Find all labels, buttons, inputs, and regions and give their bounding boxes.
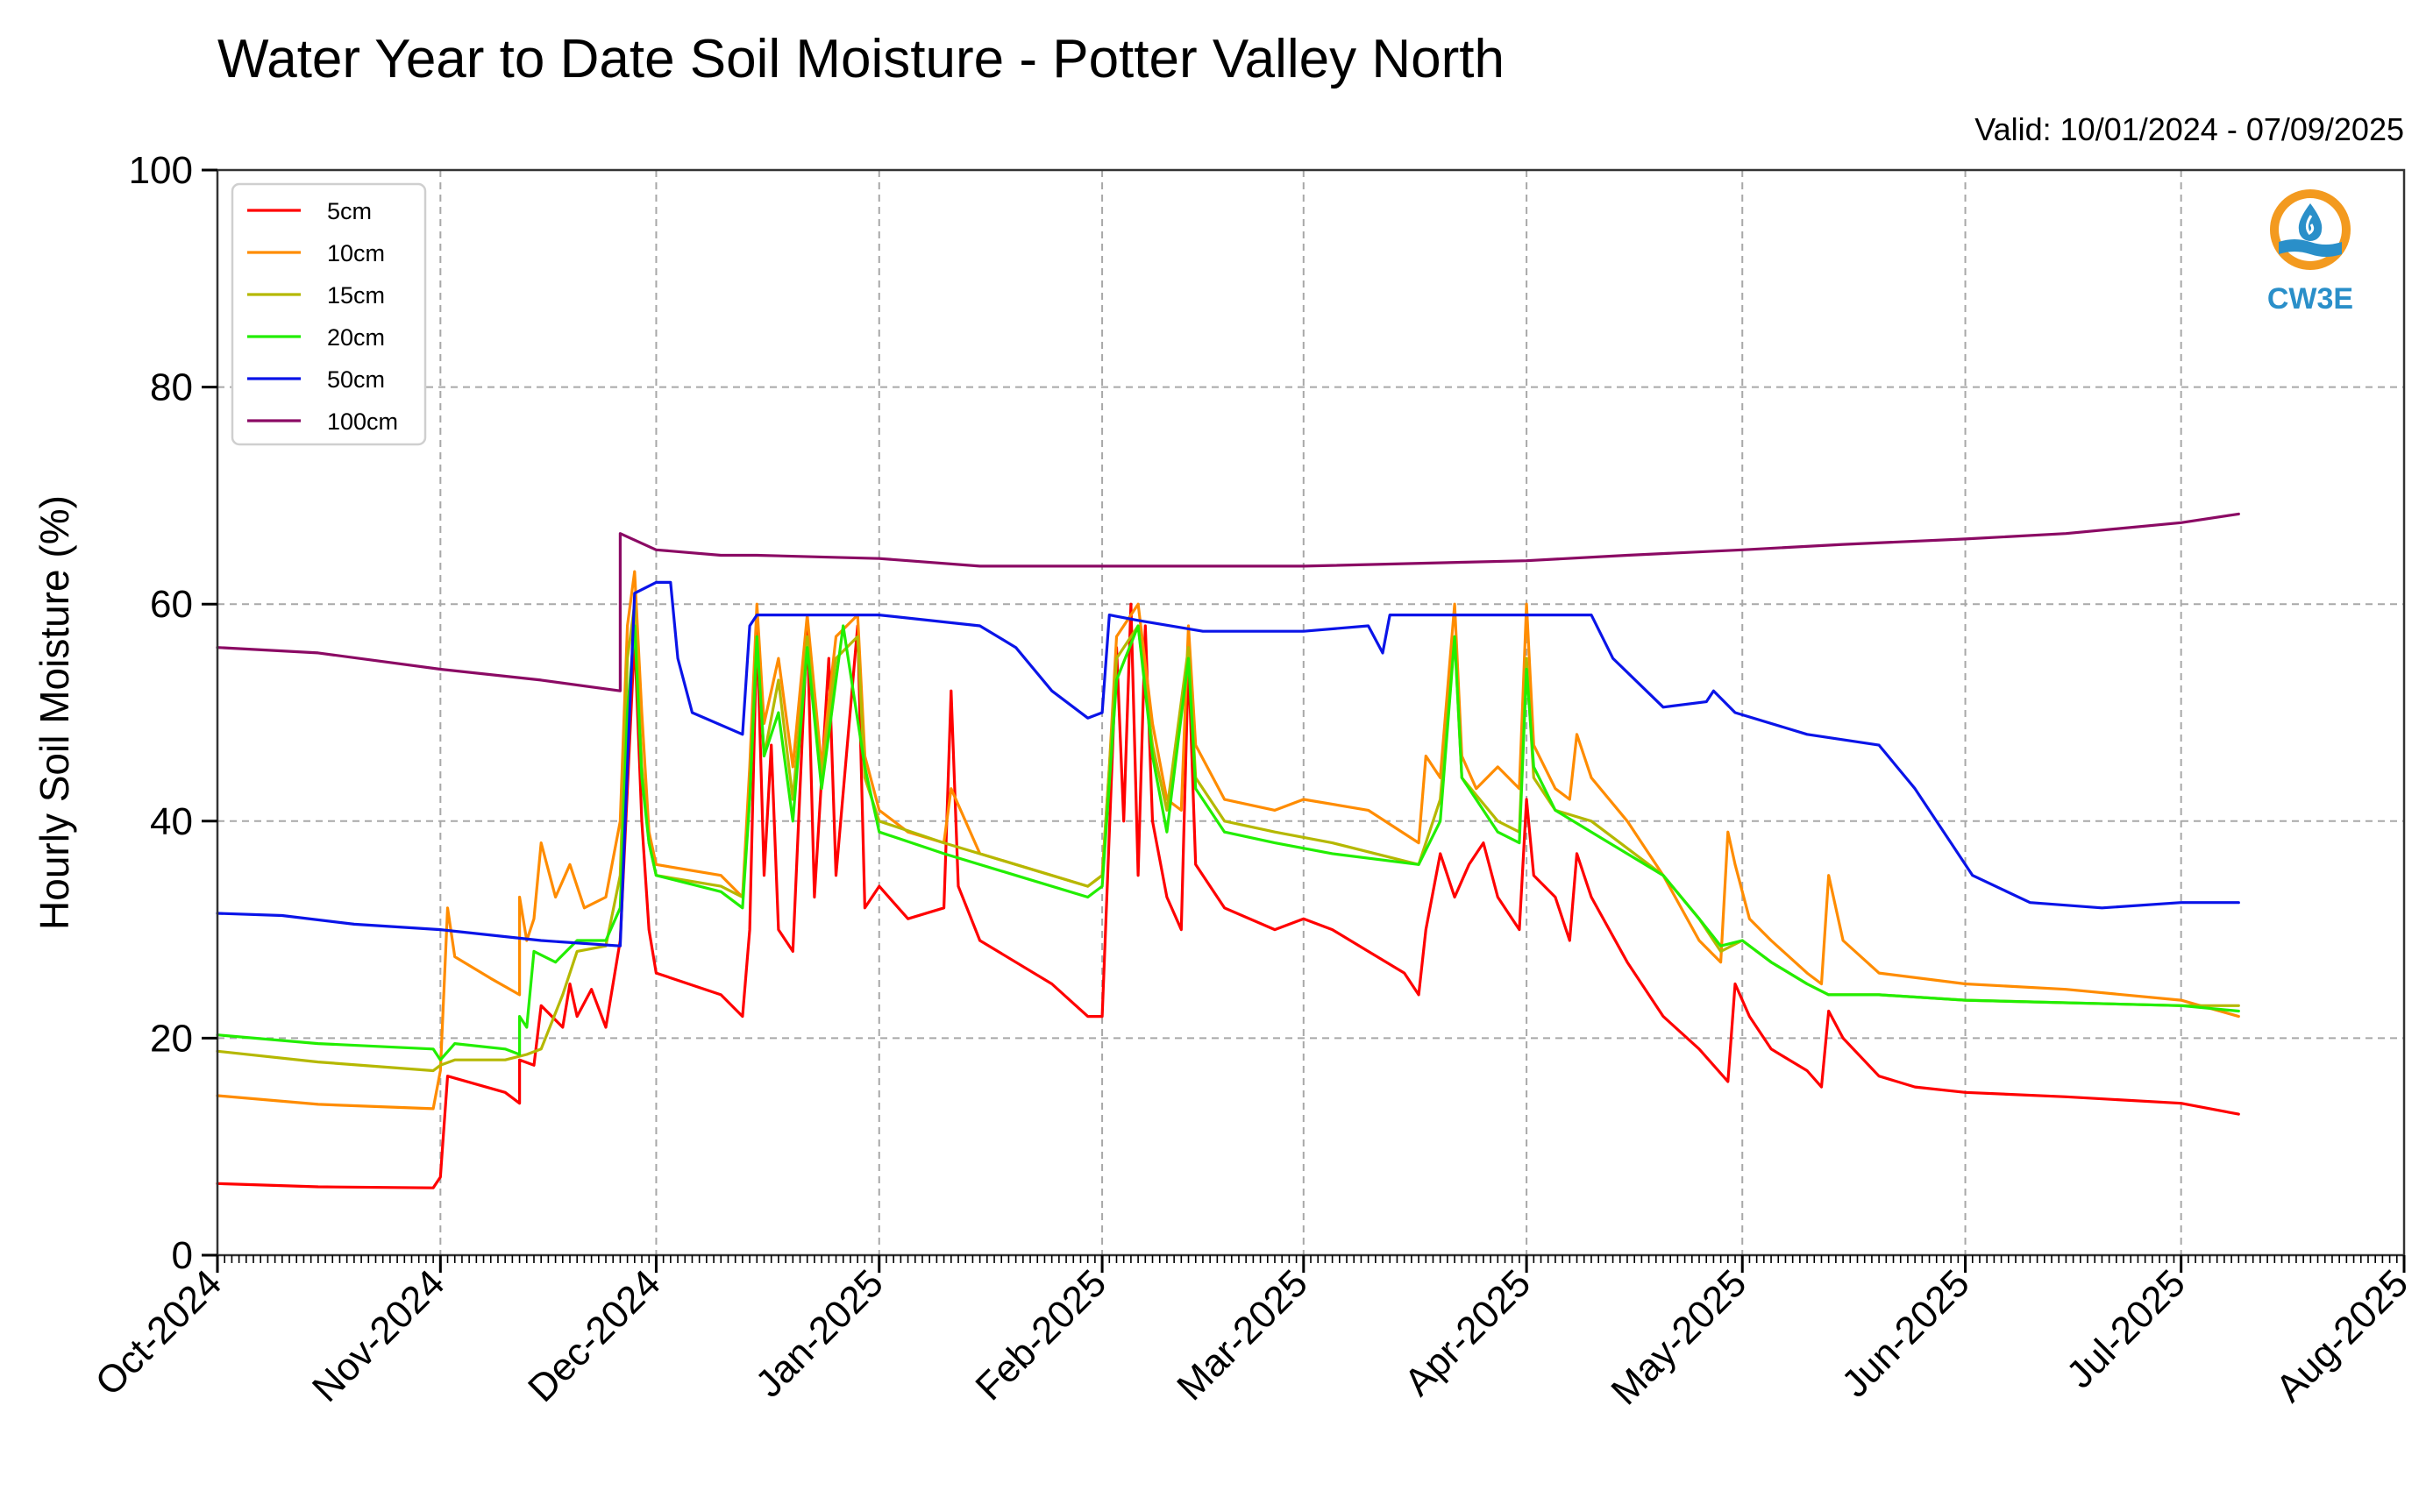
cw3e-logo: CW3E	[2267, 189, 2353, 316]
logo-text: CW3E	[2267, 282, 2353, 316]
series-line-100cm	[216, 512, 2240, 692]
drop-swirl-icon	[2305, 215, 2315, 236]
logo-wave	[2279, 239, 2342, 257]
y-axis-label: Hourly Soil Moisture (%)	[32, 495, 77, 930]
axis-ticks	[202, 168, 2406, 1273]
y-tick-label: 0	[172, 1234, 193, 1277]
series-lines	[216, 512, 2240, 1189]
grid	[217, 170, 2404, 1255]
water-drop-icon	[2298, 203, 2323, 241]
y-tick-labels: 0 20 40 60 80 100	[129, 149, 193, 1277]
y-tick-label: 80	[150, 366, 193, 409]
legend-label-15cm: 15cm	[327, 282, 385, 309]
legend-label-5cm: 5cm	[327, 198, 372, 224]
legend-label-50cm: 50cm	[327, 366, 385, 393]
series-line-50cm	[216, 580, 2240, 948]
legend: 5cm 10cm 15cm 20cm 50cm 100cm	[231, 182, 427, 446]
legend-label-100cm: 100cm	[327, 408, 398, 435]
y-tick-label: 60	[150, 583, 193, 626]
legend-label-20cm: 20cm	[327, 324, 385, 351]
y-tick-label: 20	[150, 1017, 193, 1060]
y-tick-label: 40	[150, 800, 193, 843]
y-tick-label: 100	[129, 149, 193, 192]
series-line-20cm	[216, 624, 2240, 1061]
chart-title: Water Year to Date Soil Moisture - Potte…	[217, 29, 1505, 89]
legend-label-10cm: 10cm	[327, 240, 385, 266]
chart-subtitle: Valid: 10/01/2024 - 07/09/2025	[1974, 111, 2404, 147]
series-line-15cm	[216, 602, 2240, 1073]
